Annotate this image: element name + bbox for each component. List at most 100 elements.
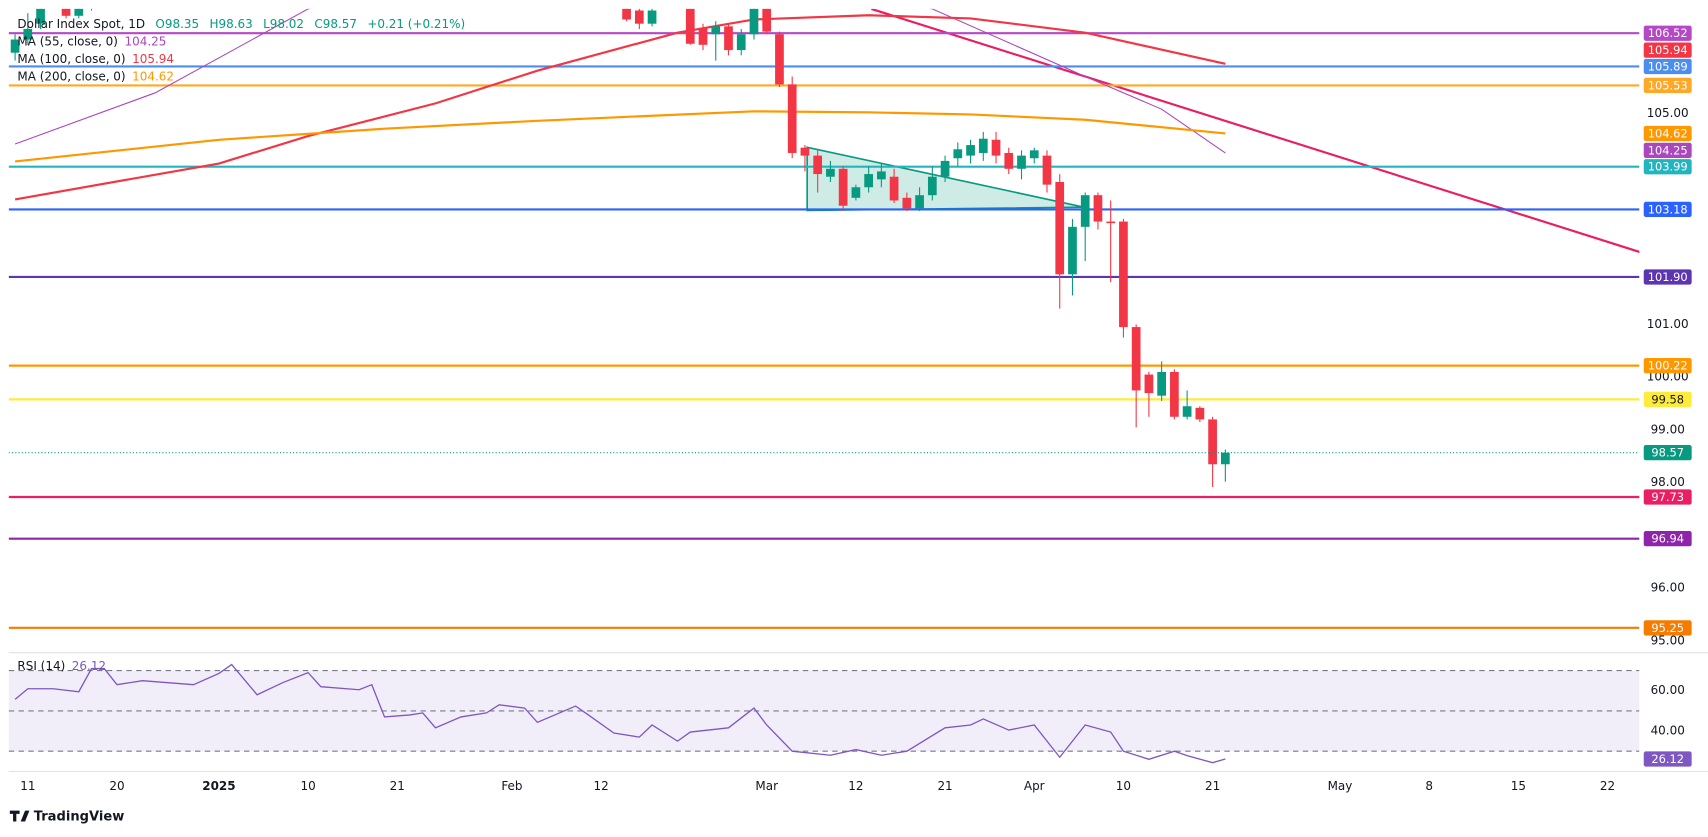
candle-body (647, 10, 657, 24)
price-badge-label: 98.57 (1651, 446, 1684, 460)
indicator-name: MA (100, close, 0) (17, 52, 125, 66)
overlay: 105.00101.00100.0099.0098.0096.0095.0010… (20, 25, 1692, 793)
x-tick-label: 8 (1425, 779, 1433, 793)
candle-body (1004, 152, 1014, 169)
price-badge-label: 106.52 (1648, 26, 1688, 40)
price-badge (1643, 142, 1692, 158)
candle-body (1195, 407, 1205, 420)
candle-body (736, 34, 746, 51)
candle-body (1080, 195, 1090, 227)
x-tick-label: 21 (1205, 779, 1220, 793)
x-tick-label: May (1328, 779, 1353, 793)
candle-body (838, 168, 848, 206)
ohlc-open: O98.35 (155, 17, 199, 31)
rsi-line (14, 663, 1226, 764)
rsi-value: 26.12 (72, 658, 106, 672)
ohlc-high: H98.63 (209, 17, 252, 31)
price-badge (1643, 125, 1692, 142)
symbol-title: Dollar Index Spot, 1D (17, 17, 145, 31)
price-badge-label: 103.99 (1648, 160, 1688, 174)
candle-body (1157, 371, 1166, 396)
candle-body (877, 171, 886, 180)
indicator-name: MA (55, close, 0) (17, 34, 118, 48)
price-badge (1643, 357, 1692, 374)
candle-body (1068, 226, 1077, 275)
price-badge (1643, 77, 1692, 94)
candle-body (1093, 195, 1103, 222)
candle-body (1042, 155, 1052, 185)
y-tick-label: 98.00 (1651, 475, 1685, 489)
candle-body (978, 138, 988, 153)
ohlc-close: C98.57 (314, 17, 357, 31)
price-badge (1643, 445, 1692, 461)
candle-body (902, 197, 912, 209)
price-badge (1643, 620, 1692, 636)
candle-body (1170, 371, 1179, 417)
x-tick-label: 15 (1511, 779, 1526, 793)
price-badge-label: 95.25 (1651, 621, 1684, 635)
candle-body (1119, 221, 1128, 328)
price-badge (1643, 25, 1692, 41)
candle-body (1017, 155, 1026, 169)
rsi-name: RSI (14) (17, 658, 65, 672)
x-tick-label: 11 (20, 779, 35, 793)
candle-body (36, 8, 45, 24)
brand: TradingView (34, 810, 125, 825)
price-badge-label: 105.53 (1648, 78, 1688, 92)
x-tick-label: 12 (848, 779, 863, 793)
candle-body (826, 168, 835, 177)
price-badge-label: 97.73 (1651, 490, 1684, 504)
candle-body (1220, 452, 1230, 465)
price-badge (1643, 391, 1692, 407)
x-tick-label: Mar (755, 779, 778, 793)
rsi-legend: RSI (14) 26.12 (17, 658, 106, 672)
rsi-tick-label: 60.00 (1651, 683, 1685, 697)
price-badge-label: 101.90 (1648, 270, 1688, 284)
x-tick-label: Feb (501, 779, 522, 793)
legend-header: Dollar Index Spot, 1D O98.35 H98.63 L98.… (17, 17, 465, 31)
x-tick-label: 10 (300, 779, 315, 793)
x-tick-label: Apr (1024, 779, 1045, 793)
candle-body (991, 139, 1001, 156)
trend-line (871, 8, 1640, 254)
candle-body (1055, 181, 1065, 275)
candle-body (622, 8, 631, 20)
price-badge (1643, 269, 1692, 285)
x-tick-label: 21 (390, 779, 405, 793)
x-tick-label: 10 (1116, 779, 1131, 793)
rsi-badge-label: 26.12 (1651, 752, 1684, 766)
indicator-name: MA (200, close, 0) (17, 69, 125, 83)
candle-body (940, 160, 950, 177)
candle-body (10, 39, 20, 53)
ohlc-low: L98.02 (263, 17, 304, 31)
candle-body (889, 176, 899, 201)
candle-body (927, 176, 937, 196)
candle-body (787, 84, 797, 153)
indicator-value: 104.62 (132, 69, 174, 83)
price-badge-label: 104.25 (1648, 143, 1688, 157)
logo-icon (9, 810, 30, 822)
moving-average (14, 110, 1226, 163)
price-badge (1643, 531, 1692, 547)
candle-body (953, 149, 963, 159)
indicator-legend: MA (55, close, 0) 104.25 (17, 34, 166, 48)
price-badge (1643, 42, 1692, 58)
y-tick-label: 105.00 (1647, 106, 1689, 120)
candle-body (851, 187, 861, 198)
x-tick-label: 22 (1600, 779, 1615, 793)
candle-body (1106, 221, 1116, 224)
price-badge (1643, 58, 1692, 75)
price-badge-label: 96.94 (1651, 532, 1684, 546)
candle-body (762, 8, 772, 32)
price-badge (1643, 159, 1692, 175)
price-badge-label: 104.62 (1648, 126, 1688, 140)
price-change: +0.21 (+0.21%) (367, 17, 465, 31)
candle-body (1208, 419, 1217, 465)
logo: TradingView (9, 810, 125, 825)
candle-body (915, 195, 924, 209)
price-badge-label: 105.94 (1648, 43, 1688, 57)
moving-average (14, 8, 1226, 154)
candle-body (711, 26, 721, 35)
